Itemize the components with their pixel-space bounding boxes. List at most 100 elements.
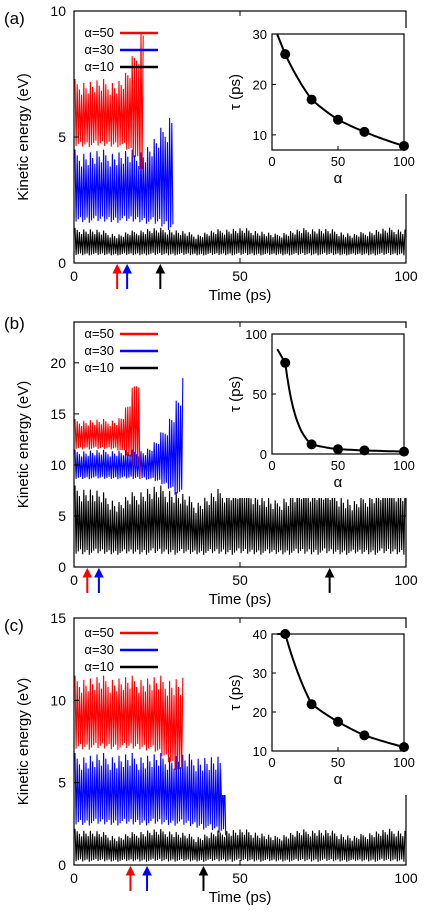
inset-x-tick-label: 0: [268, 154, 275, 169]
time-arrow-head: [142, 865, 152, 876]
y-axis-label: Kinetic energy (eV): [15, 381, 32, 509]
legend-label: α=30: [84, 642, 114, 657]
y-tick-label: 0: [58, 255, 66, 271]
inset-y-axis-label: τ (ps): [227, 74, 244, 110]
x-tick-label: 50: [232, 268, 248, 284]
inset-data-point: [359, 126, 370, 137]
inset-data-point: [359, 730, 370, 741]
inset-y-axis-label: τ (ps): [227, 675, 244, 711]
inset-y-tick-label: 40: [253, 627, 267, 642]
inset-background: [222, 628, 410, 795]
x-tick-label: 100: [394, 870, 418, 886]
y-tick-label: 0: [58, 857, 66, 873]
series-line-alpha-30: [74, 117, 174, 231]
legend-label: α=50: [84, 625, 114, 640]
y-tick-label: 15: [50, 610, 66, 626]
inset-fit-curve: [276, 34, 405, 147]
inset-y-tick-label: 30: [253, 666, 267, 681]
y-tick-label: 0: [58, 559, 66, 575]
inset-x-axis-label: α: [334, 170, 343, 187]
inset-x-tick-label: 50: [331, 154, 345, 169]
inset-chart: 0 50 100 0 50 100 α τ (ps): [222, 327, 415, 498]
series-line-alpha-50: [74, 675, 184, 770]
y-axis-label: Kinetic energy (eV): [15, 73, 32, 201]
time-arrow-head: [82, 567, 93, 578]
x-axis-label: Time (ps): [209, 591, 272, 608]
time-arrow-head: [155, 263, 166, 274]
panel-2: (b) 0 50 100 0 5 10 15 20 Time (ps) Kinetic energy…: [4, 314, 418, 608]
y-tick-label: 5: [58, 129, 66, 145]
time-arrow-head: [112, 263, 122, 274]
inset-data-point: [280, 49, 291, 60]
inset-x-axis-label: α: [334, 474, 343, 491]
series-line-alpha-10: [74, 828, 406, 862]
series-traces: [74, 675, 406, 862]
y-axis-label: Kinetic energy (eV): [15, 678, 32, 806]
inset-y-axis-label: τ (ps): [227, 376, 244, 412]
inset-data-point: [306, 699, 317, 710]
y-tick-label: 5: [58, 775, 66, 791]
legend-label: α=10: [84, 360, 114, 375]
inset-data-point: [359, 445, 370, 456]
inset-x-axis-label: α: [334, 771, 343, 788]
inset-chart: 0 50 100 10 20 30 40 α τ (ps): [222, 627, 415, 795]
x-tick-label: 100: [394, 572, 418, 588]
time-arrow-head: [198, 865, 209, 876]
inset-y-tick-label: 20: [253, 705, 267, 720]
inset-background: [222, 28, 410, 194]
inset-y-tick-label: 50: [253, 387, 267, 402]
inset-x-tick-label: 100: [393, 458, 415, 473]
inset-data-point: [306, 439, 317, 450]
inset-x-tick-label: 50: [331, 458, 345, 473]
inset-x-tick-label: 0: [268, 458, 275, 473]
legend-label: α=30: [84, 343, 114, 358]
inset-x-tick-label: 100: [393, 755, 415, 770]
series-line-alpha-50: [74, 32, 144, 170]
series-line-alpha-30: [74, 378, 184, 495]
inset-y-tick-label: 10: [253, 744, 267, 759]
x-tick-label: 0: [70, 572, 78, 588]
legend-label: α=50: [84, 326, 114, 341]
legend-label: α=30: [84, 42, 114, 57]
y-tick-label: 5: [58, 508, 66, 524]
inset-data-point: [280, 357, 291, 368]
time-arrow-head: [324, 567, 335, 578]
inset-fit-curve: [277, 633, 405, 749]
panel-label: (b): [4, 314, 25, 333]
legend-label: α=50: [84, 25, 114, 40]
x-axis-label: Time (ps): [209, 287, 272, 304]
x-tick-label: 50: [232, 870, 248, 886]
series-line-alpha-50: [74, 386, 141, 480]
panel-label: (c): [4, 616, 24, 635]
inset-fit-curve: [276, 348, 404, 453]
x-tick-label: 50: [232, 572, 248, 588]
x-tick-label: 0: [70, 268, 78, 284]
legend-label: α=10: [84, 59, 114, 74]
inset-chart: 0 50 100 10 20 30 α τ (ps): [222, 27, 415, 194]
time-arrow-head: [94, 567, 104, 578]
inset-x-tick-label: 50: [331, 755, 345, 770]
time-arrow-head: [125, 865, 136, 876]
x-tick-label: 100: [394, 268, 418, 284]
x-tick-label: 0: [70, 870, 78, 886]
x-axis-label: Time (ps): [209, 889, 272, 906]
inset-data-point: [333, 114, 343, 125]
series-line-alpha-30: [74, 752, 227, 836]
inset-data-point: [306, 94, 317, 105]
y-tick-label: 10: [50, 3, 66, 19]
inset-data-point: [333, 444, 343, 455]
inset-y-tick-label: 10: [253, 128, 267, 143]
inset-x-tick-label: 0: [268, 755, 275, 770]
inset-y-tick-label: 30: [253, 27, 267, 42]
series-line-alpha-10: [74, 227, 406, 256]
y-tick-label: 10: [50, 457, 66, 473]
y-tick-label: 10: [50, 692, 66, 708]
inset-data-point: [333, 716, 343, 727]
series-traces: [74, 32, 406, 256]
legend-label: α=10: [84, 659, 114, 674]
inset-background: [222, 328, 410, 498]
inset-y-tick-label: 100: [245, 327, 267, 342]
